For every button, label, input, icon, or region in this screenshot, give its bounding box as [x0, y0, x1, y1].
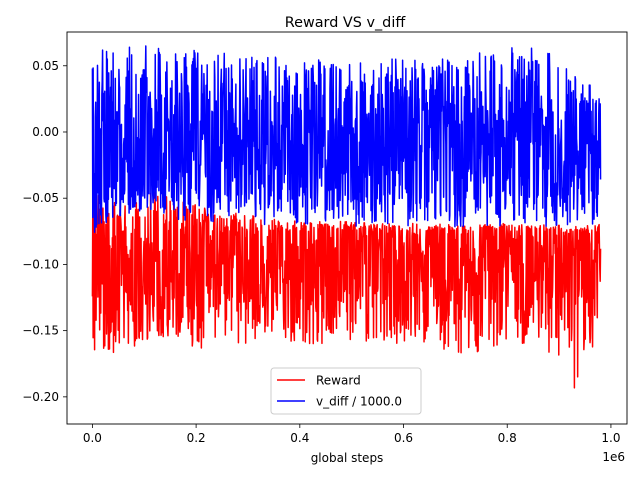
- plot-area: [91, 45, 602, 389]
- x-tick-label: 0.6: [394, 431, 413, 445]
- x-axis-offset-label: 1e6: [602, 450, 625, 464]
- legend: Reward v_diff / 1000.0: [270, 367, 422, 415]
- y-tick-label: −0.05: [22, 191, 59, 205]
- legend-label-reward: Reward: [316, 374, 361, 388]
- x-tick-label: 0.8: [498, 431, 517, 445]
- y-tick-label: 0.00: [32, 125, 59, 139]
- legend-label-v-diff: v_diff / 1000.0: [316, 395, 402, 409]
- series-line-reward: [91, 191, 602, 389]
- x-tick-label: 0.0: [83, 431, 102, 445]
- x-tick-label: 0.2: [187, 431, 206, 445]
- y-axis: −0.20 −0.15 −0.10 −0.05 0.00 0.05: [22, 59, 67, 404]
- x-tick-label: 0.4: [290, 431, 309, 445]
- plot-frame: [66, 31, 628, 425]
- x-axis-label: global steps: [311, 451, 384, 465]
- legend-box: [270, 367, 422, 415]
- y-tick-label: −0.10: [22, 257, 59, 271]
- series-line-v-diff: [91, 45, 602, 234]
- x-tick-label: 1.0: [601, 431, 620, 445]
- chart-title: Reward VS v_diff: [285, 15, 407, 31]
- y-tick-label: −0.20: [22, 390, 59, 404]
- y-tick-label: −0.15: [22, 324, 59, 338]
- x-axis: 0.0 0.2 0.4 0.6 0.8 1.0: [83, 424, 620, 445]
- y-tick-label: 0.05: [32, 59, 59, 73]
